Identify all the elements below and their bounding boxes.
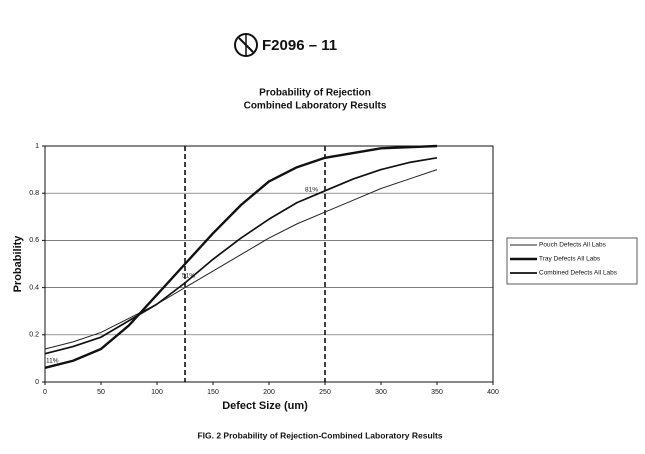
annotation: 11%	[46, 358, 59, 365]
astm-logo	[234, 33, 258, 57]
x-tick-label: 350	[431, 389, 443, 396]
x-tick-label: 300	[375, 389, 387, 396]
legend-label: Combined Defects All Labs	[539, 270, 618, 277]
x-tick-label: 50	[97, 389, 105, 396]
y-axis-label: Probability	[12, 235, 24, 293]
designation: F2096 – 11	[262, 37, 337, 54]
x-tick-label: 250	[319, 389, 331, 396]
series-line	[44, 169, 438, 350]
annotation: 51%	[182, 273, 195, 280]
y-tick-label: 1	[35, 143, 39, 150]
legend-label: Tray Defects All Labs	[539, 256, 601, 263]
x-tick-label: 100	[151, 389, 163, 396]
series-line	[44, 144, 438, 370]
plot-frame	[44, 145, 494, 383]
chart-title: Probability of Rejection	[259, 88, 371, 99]
legend-label: Pouch Defects All Labs	[539, 242, 607, 249]
y-tick-label: 0	[35, 379, 39, 386]
y-tick-label: 0.6	[29, 237, 39, 244]
x-tick-label: 150	[207, 389, 219, 396]
y-tick-label: 0.2	[29, 332, 39, 339]
x-tick-label: 200	[263, 389, 275, 396]
x-axis-label: Defect Size (um)	[222, 400, 308, 412]
legend-box	[506, 237, 638, 285]
y-tick-label: 0.4	[29, 284, 39, 291]
x-tick-label: 0	[43, 389, 47, 396]
y-tick-label: 0.8	[29, 190, 39, 197]
series-line	[44, 156, 438, 355]
x-tick-label: 400	[487, 389, 499, 396]
figure-caption: FIG. 2 Probability of Rejection-Combined…	[197, 430, 442, 440]
annotation: 81%	[305, 187, 318, 194]
chart-subtitle: Combined Laboratory Results	[244, 101, 387, 112]
